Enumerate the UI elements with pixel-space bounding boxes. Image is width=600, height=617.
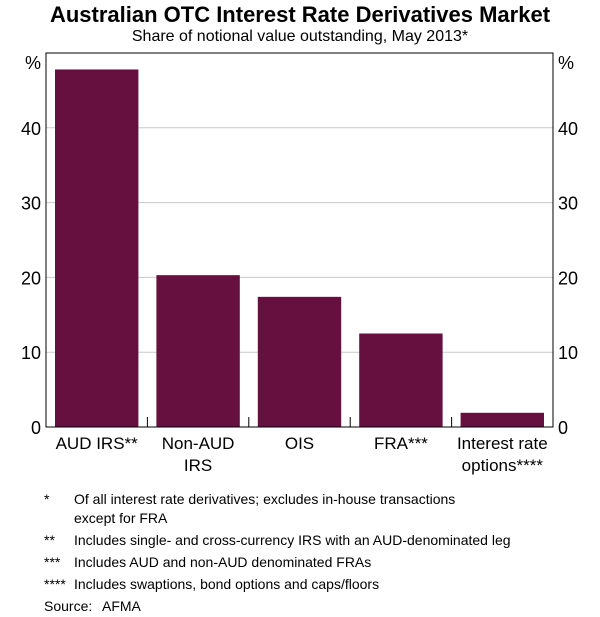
footnote-text-cont: except for FRA xyxy=(74,510,168,526)
footnotes: * Of all interest rate derivatives; exclu… xyxy=(44,490,511,616)
y-tick-label-right: 20 xyxy=(558,268,578,288)
footnote: *** Includes AUD and non-AUD denominated … xyxy=(44,553,511,572)
footnote-marker: ** xyxy=(44,532,55,548)
x-tick-label: FRA*** xyxy=(374,434,428,453)
y-tick-label-right: 40 xyxy=(558,119,578,139)
y-tick-label-right: 10 xyxy=(558,343,578,363)
y-tick-label-left: 20 xyxy=(21,268,41,288)
y-tick-label-right: 30 xyxy=(558,194,578,214)
bar xyxy=(359,333,443,427)
y-axis-unit-right: % xyxy=(558,53,574,73)
footnote-text: Includes swaptions, bond options and cap… xyxy=(74,576,380,592)
footnote: **** Includes swaptions, bond options and… xyxy=(44,575,511,594)
chart-subtitle: Share of notional value outstanding, May… xyxy=(131,28,469,45)
footnote-marker: *** xyxy=(44,554,61,570)
source: Source: AFMA xyxy=(44,597,511,616)
bar xyxy=(156,275,240,427)
footnote-marker: * xyxy=(44,491,50,507)
y-axis-unit-left: % xyxy=(25,53,41,73)
chart-title: Australian OTC Interest Rate Derivatives… xyxy=(49,2,551,27)
y-tick-label-left: 0 xyxy=(31,418,41,438)
footnote: * Of all interest rate derivatives; exclu… xyxy=(44,490,511,528)
footnote-text: Includes AUD and non-AUD denominated FRA… xyxy=(74,554,372,570)
y-tick-label-left: 30 xyxy=(21,194,41,214)
footnote-marker: **** xyxy=(44,576,66,592)
plot-frame xyxy=(45,52,554,428)
y-tick-label-left: 40 xyxy=(21,119,41,139)
x-tick-label: Interest rate xyxy=(457,434,548,453)
x-tick-label: AUD IRS** xyxy=(56,434,139,453)
x-tick-label: options**** xyxy=(462,456,544,475)
bar-chart: 0 0 10 10 20 20 30 30 40 40% % AUD IRS** Non-AUD IRS O… xyxy=(21,52,578,475)
bar xyxy=(55,69,139,428)
x-tick-label: Non-AUD xyxy=(162,434,235,453)
x-tick-label: IRS xyxy=(184,456,212,475)
x-tick-label: OIS xyxy=(285,434,314,453)
bar xyxy=(460,412,544,427)
source-label: Source: xyxy=(44,598,93,614)
footnote-text: Of all interest rate derivatives; exclud… xyxy=(74,491,456,507)
y-tick-label-right: 0 xyxy=(558,418,568,438)
bar xyxy=(257,296,342,427)
source-value: AFMA xyxy=(102,598,141,614)
y-tick-label-left: 10 xyxy=(21,343,41,363)
footnote-text: Includes single- and cross-currency IRS … xyxy=(74,532,511,548)
footnote: ** Includes single- and cross-currency IR… xyxy=(44,531,511,550)
